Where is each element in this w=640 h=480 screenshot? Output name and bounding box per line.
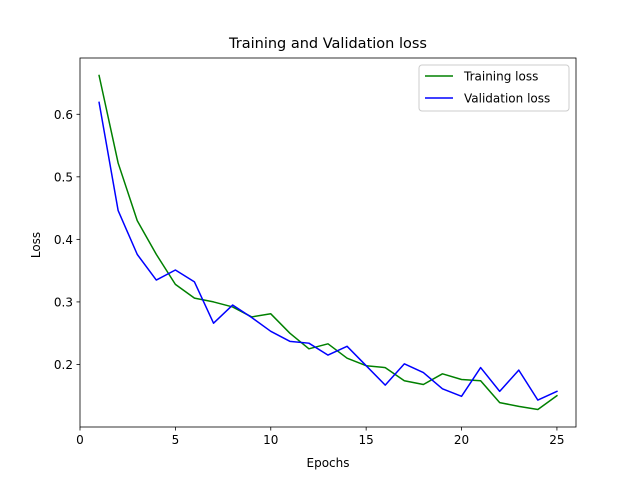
x-tick-label: 10	[263, 433, 278, 447]
legend-box	[418, 64, 570, 112]
y-tick-label: 0.3	[54, 295, 73, 309]
legend-label: Training loss	[463, 70, 538, 84]
x-tick-label: 25	[549, 433, 564, 447]
y-axis-title: Loss	[29, 232, 43, 258]
y-tick-label: 0.6	[54, 108, 73, 122]
chart-title: Training and Validation loss	[228, 36, 427, 52]
legend: Training loss Validation loss	[418, 64, 570, 112]
y-tick-label: 0.5	[54, 170, 73, 184]
x-tick-label: 0	[76, 433, 84, 447]
series-line-validation-loss	[98, 101, 558, 401]
x-axis-title: Epochs	[307, 456, 350, 470]
y-tick-label: 0.2	[54, 358, 73, 372]
legend-label: Validation loss	[464, 92, 550, 106]
series-line-training-loss	[98, 74, 558, 411]
axes-frame	[79, 57, 577, 428]
x-tick-label: 5	[172, 433, 180, 447]
plot-area: 0 5 10 15 20 25 0.2 0.3 0.4 0.5 0.6	[54, 57, 577, 447]
x-tick-label: 20	[454, 433, 469, 447]
x-tick-label: 15	[359, 433, 374, 447]
y-tick-label: 0.4	[54, 233, 73, 247]
